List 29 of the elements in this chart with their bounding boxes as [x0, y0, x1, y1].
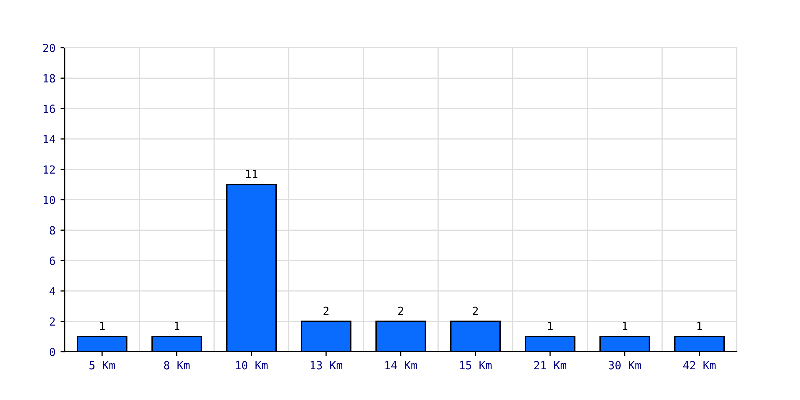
x-tick-label: 5 Km	[90, 361, 116, 370]
y-tick-label: 14	[44, 135, 56, 144]
y-tick-label: 18	[44, 74, 56, 83]
x-tick-label: 13 Km	[310, 361, 343, 370]
x-tick-label: 10 Km	[236, 361, 268, 370]
y-tick-label: 6	[50, 256, 56, 266]
x-tick-label: 8 Km	[164, 361, 190, 370]
y-tick-label: 4	[50, 287, 56, 296]
data-label: 1	[174, 322, 180, 330]
y-tick-label: 8	[50, 226, 56, 235]
data-label: 1	[100, 322, 105, 330]
y-tick-label: 0	[50, 348, 56, 356]
data-label: 2	[473, 306, 478, 316]
y-tick-label: 2	[50, 318, 56, 326]
y-tick-label: 20	[43, 44, 56, 52]
x-tick-label: 14 Km	[386, 361, 418, 370]
x-tick-label: 15 Km	[460, 361, 492, 370]
data-label: 11	[246, 170, 258, 178]
y-tick-label: 12	[44, 166, 56, 174]
data-label: 1	[622, 322, 628, 330]
x-tick-label: 30 Km	[609, 361, 642, 370]
data-label: 2	[324, 306, 329, 316]
y-tick-label: 16	[44, 104, 56, 114]
data-label: 2	[398, 306, 404, 316]
x-tick-label: 42 Km	[683, 361, 716, 370]
x-tick-label: 21 Km	[534, 361, 567, 370]
data-label: 1	[698, 322, 702, 330]
data-label: 1	[548, 322, 553, 330]
y-tick-label: 10	[44, 196, 56, 204]
